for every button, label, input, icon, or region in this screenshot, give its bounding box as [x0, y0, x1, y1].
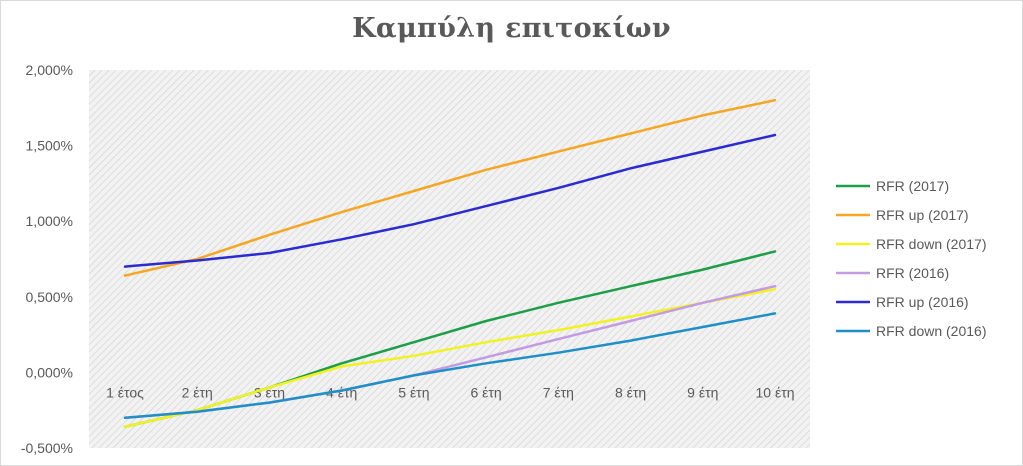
legend-label: RFR down (2017) [876, 236, 987, 252]
y-tick-label: 0,500% [26, 289, 73, 305]
series-lines [123, 98, 777, 429]
x-tick-label: 9 έτη [687, 384, 718, 400]
x-tick-label: 3 έτη [254, 384, 285, 400]
series-line-2 [123, 98, 777, 277]
x-tick-label: 7 έτη [543, 384, 574, 400]
chart-title: Καμπύλη επιτοκίων [352, 13, 671, 44]
y-tick-label: 2,000% [26, 62, 73, 78]
x-tick-label: 8 έτη [615, 384, 646, 400]
x-tick-label: 5 έτη [398, 384, 429, 400]
series-line-5 [123, 133, 777, 268]
series-line-6 [123, 312, 777, 420]
x-axis-tick-labels: 1 έτος 2 έτη 3 έτη 4 έτη 5 έτη 6 έτη 7 έτη 8 έτ… [106, 384, 794, 400]
y-tick-label: 1,000% [26, 213, 73, 229]
series-line-3 [123, 287, 777, 429]
x-tick-label: 2 έτη [182, 384, 213, 400]
legend-label: RFR up (2016) [876, 294, 969, 310]
legend-label: RFR down (2016) [876, 323, 987, 339]
x-tick-label: 6 έτη [470, 384, 501, 400]
legend-label: RFR (2017) [876, 178, 949, 194]
y-axis-tick-labels: -0,500% 0,000% 0,500% 1,000% 1,500% 2,000% [21, 62, 73, 456]
legend-label: RFR (2016) [876, 265, 949, 281]
legend: RFR (2017) RFR up (2017) RFR down (2017) RF… [836, 178, 987, 339]
x-tick-label: 10 έτη [755, 384, 794, 400]
x-tick-label: 1 έτος [106, 384, 144, 400]
y-tick-label: 0,000% [26, 364, 73, 380]
legend-label: RFR up (2017) [876, 207, 969, 223]
y-tick-label: -0,500% [21, 440, 73, 456]
y-tick-label: 1,500% [26, 138, 73, 154]
